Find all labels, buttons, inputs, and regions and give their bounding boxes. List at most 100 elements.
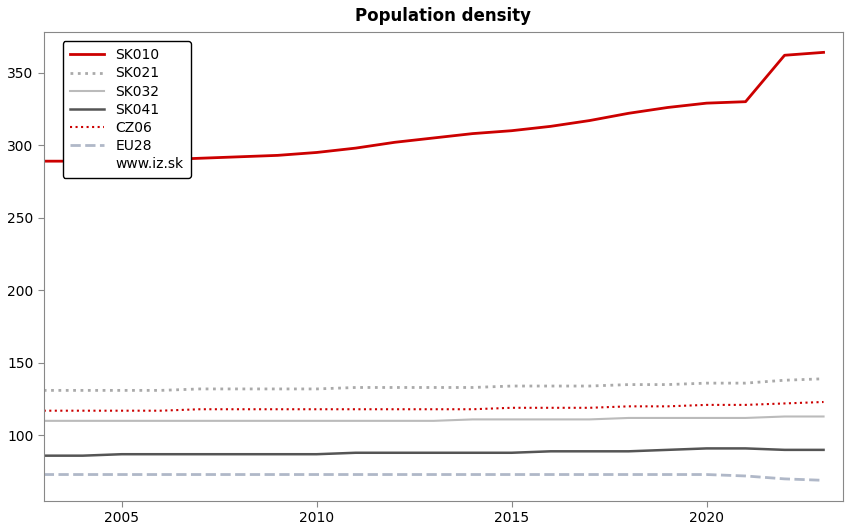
SK032 (546, 416, 556, 422)
SK010 (740, 98, 751, 105)
SK032 (350, 418, 360, 424)
SK032 (585, 416, 595, 422)
CZ06 (38, 408, 48, 414)
SK021 (779, 377, 790, 384)
SK010 (195, 155, 205, 161)
SK032 (428, 418, 439, 424)
SK041 (350, 450, 360, 456)
SK032 (234, 418, 244, 424)
SK010 (546, 123, 556, 130)
Line: EU28: EU28 (43, 475, 824, 480)
EU28 (350, 471, 360, 478)
SK041 (234, 451, 244, 458)
SK032 (779, 413, 790, 420)
SK032 (156, 418, 166, 424)
SK032 (273, 418, 283, 424)
EU28 (38, 471, 48, 478)
EU28 (77, 471, 88, 478)
SK032 (624, 415, 634, 421)
CZ06 (819, 399, 829, 405)
Title: Population density: Population density (355, 7, 531, 25)
SK010 (624, 110, 634, 117)
CZ06 (428, 406, 439, 412)
SK032 (819, 413, 829, 420)
EU28 (156, 471, 166, 478)
SK041 (662, 447, 672, 453)
EU28 (507, 471, 517, 478)
SK041 (428, 450, 439, 456)
SK032 (312, 418, 322, 424)
EU28 (624, 471, 634, 478)
SK010 (350, 145, 360, 151)
SK041 (195, 451, 205, 458)
EU28 (468, 471, 478, 478)
Legend: SK010, SK021, SK032, SK041, CZ06, EU28, www.iz.sk: SK010, SK021, SK032, SK041, CZ06, EU28, … (63, 41, 190, 178)
SK041 (779, 447, 790, 453)
EU28 (779, 476, 790, 482)
EU28 (819, 477, 829, 484)
SK021 (389, 384, 400, 390)
CZ06 (662, 403, 672, 410)
SK010 (468, 130, 478, 137)
EU28 (389, 471, 400, 478)
SK032 (195, 418, 205, 424)
SK021 (38, 387, 48, 394)
SK032 (740, 415, 751, 421)
SK021 (624, 381, 634, 388)
EU28 (701, 471, 711, 478)
SK041 (701, 445, 711, 452)
SK021 (546, 383, 556, 389)
SK032 (701, 415, 711, 421)
SK021 (585, 383, 595, 389)
CZ06 (156, 408, 166, 414)
SK041 (156, 451, 166, 458)
CZ06 (701, 402, 711, 408)
EU28 (662, 471, 672, 478)
SK041 (819, 447, 829, 453)
CZ06 (546, 405, 556, 411)
SK041 (116, 451, 127, 458)
SK010 (273, 152, 283, 159)
SK032 (389, 418, 400, 424)
SK021 (507, 383, 517, 389)
EU28 (234, 471, 244, 478)
SK021 (350, 384, 360, 390)
SK041 (38, 453, 48, 459)
SK010 (662, 104, 672, 111)
SK041 (389, 450, 400, 456)
CZ06 (389, 406, 400, 412)
SK021 (701, 380, 711, 386)
CZ06 (740, 402, 751, 408)
EU28 (585, 471, 595, 478)
SK041 (585, 448, 595, 454)
CZ06 (273, 406, 283, 412)
EU28 (546, 471, 556, 478)
CZ06 (350, 406, 360, 412)
CZ06 (195, 406, 205, 412)
Line: CZ06: CZ06 (43, 402, 824, 411)
SK021 (468, 384, 478, 390)
CZ06 (468, 406, 478, 412)
SK021 (116, 387, 127, 394)
SK021 (428, 384, 439, 390)
SK032 (116, 418, 127, 424)
SK010 (38, 158, 48, 164)
SK010 (312, 149, 322, 156)
SK041 (77, 453, 88, 459)
CZ06 (507, 405, 517, 411)
CZ06 (624, 403, 634, 410)
Line: SK021: SK021 (43, 379, 824, 390)
SK010 (428, 135, 439, 141)
CZ06 (585, 405, 595, 411)
CZ06 (779, 400, 790, 406)
SK010 (779, 52, 790, 59)
SK041 (273, 451, 283, 458)
SK032 (77, 418, 88, 424)
SK021 (77, 387, 88, 394)
SK010 (156, 156, 166, 163)
Line: SK041: SK041 (43, 448, 824, 456)
SK021 (740, 380, 751, 386)
SK021 (273, 386, 283, 392)
SK041 (312, 451, 322, 458)
SK010 (116, 158, 127, 164)
